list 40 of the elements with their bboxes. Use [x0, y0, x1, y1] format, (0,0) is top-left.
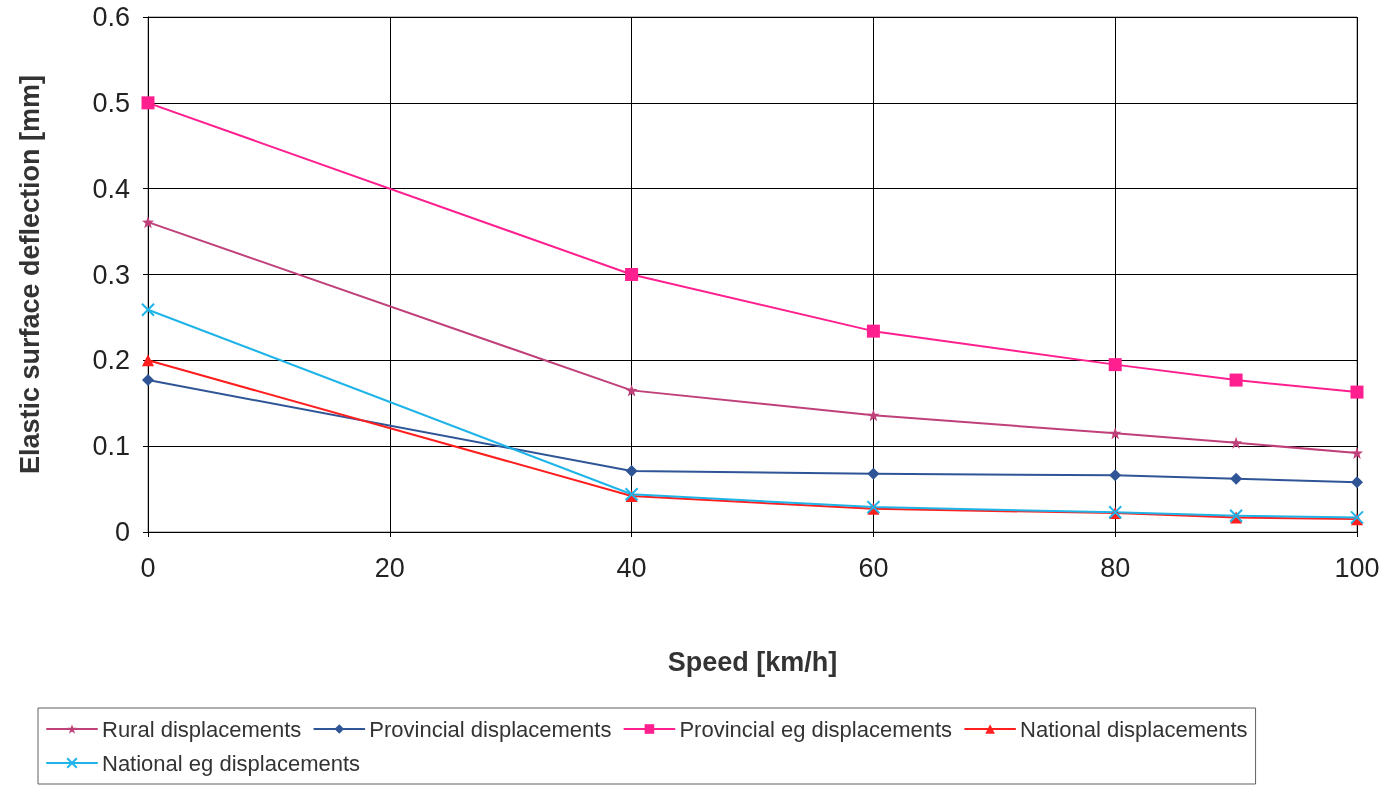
legend-label: Provincial eg displacements	[679, 716, 953, 742]
point	[1230, 472, 1243, 485]
x-axis-title: Speed [km/h]	[667, 646, 838, 677]
point	[866, 324, 880, 338]
point	[142, 354, 154, 367]
point	[867, 409, 880, 422]
point	[1351, 476, 1363, 489]
point	[625, 384, 638, 397]
legend-label: National eg displacements	[102, 750, 361, 776]
point	[1109, 427, 1122, 440]
point	[1108, 358, 1122, 372]
point	[867, 467, 880, 480]
y-tick-label: 0	[114, 517, 130, 547]
x-tick-label: 80	[1100, 552, 1131, 583]
point	[1230, 436, 1243, 449]
legend-label: Rural displacements	[102, 716, 302, 742]
point	[142, 374, 154, 387]
y-tick-label: 0.1	[92, 431, 130, 462]
x-tick-label: 100	[1334, 552, 1380, 583]
point	[1229, 373, 1243, 387]
point	[141, 96, 155, 110]
point	[1351, 447, 1363, 460]
legend-label: National displacements	[1020, 716, 1248, 742]
y-tick-label: 0.2	[92, 345, 130, 376]
y-tick-label: 0.3	[92, 259, 130, 290]
y-tick-label: 0.6	[92, 2, 130, 32]
x-tick-label: 60	[858, 552, 889, 583]
y-tick-label: 0.5	[92, 87, 130, 118]
point	[625, 268, 639, 281]
x-tick-label: 20	[374, 552, 405, 583]
y-axis-title: Elastic surface deflection [mm]	[14, 74, 45, 475]
point	[625, 465, 638, 478]
point	[1109, 469, 1122, 482]
y-tick-label: 0.4	[92, 173, 130, 204]
x-tick-label: 40	[616, 552, 647, 583]
point	[142, 216, 154, 229]
legend-label: Provincial displacements	[369, 716, 612, 742]
point	[141, 302, 155, 317]
point	[1350, 385, 1364, 399]
x-tick-label: 0	[140, 552, 156, 583]
